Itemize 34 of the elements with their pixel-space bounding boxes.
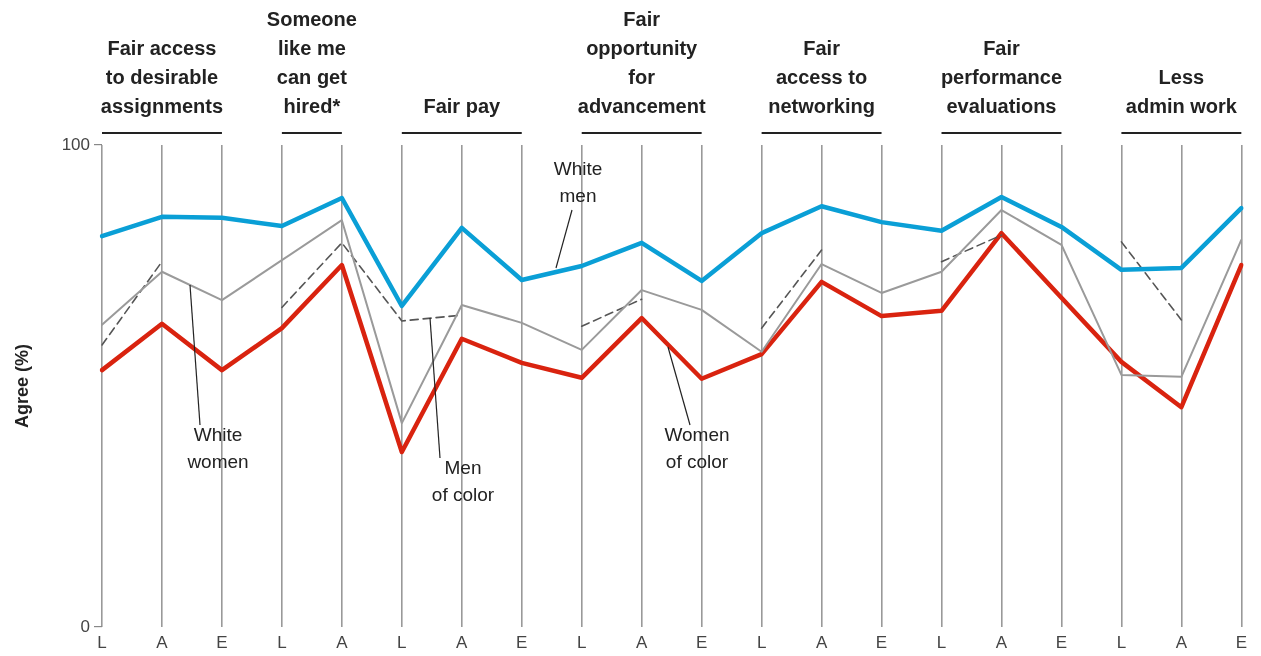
x-tick-label: E [1235,632,1247,652]
x-tick-label: E [516,632,528,652]
x-tick-label: A [336,632,349,652]
y-tick-label: 0 [80,616,90,636]
text: Fair opportunity for advancement [577,8,706,117]
x-tick-label: E [875,632,888,652]
x-tick-label: L [756,632,767,652]
y-axis-title: Agree (%) [11,343,32,429]
text: Women of color [664,424,730,473]
x-tick-label: A [815,632,828,652]
text: Fair access to networking [768,37,875,117]
x-tick-label: A [636,632,649,652]
text: Fair performance evaluations [940,37,1063,117]
x-tick-label: L [397,632,407,652]
x-tick-label: A [456,632,469,652]
x-tick-label: E [216,632,228,652]
x-tick-label: A [1175,632,1188,652]
text: White men [553,158,603,207]
text: Fair access to desirable assignments [100,37,224,117]
x-tick-label: A [156,632,169,652]
text: Fair pay [423,95,502,117]
text: White women [186,424,249,473]
x-tick-label: A [995,632,1008,652]
x-tick-label: L [576,632,587,652]
x-tick-label: L [1116,632,1127,652]
x-tick-label: E [695,632,708,652]
x-tick-label: L [277,632,287,652]
text: Someone like me can get hired* [266,8,357,117]
text: Men of color [431,457,495,506]
text: Less admin work [1125,66,1238,117]
y-tick-label: 100 [61,134,90,154]
x-tick-label: E [1055,632,1068,652]
x-tick-label: L [936,632,947,652]
x-tick-label: L [97,632,107,652]
